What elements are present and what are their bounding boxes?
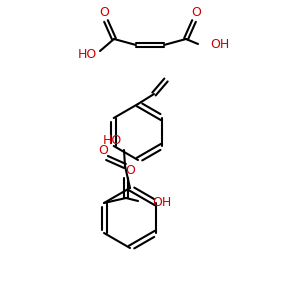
Text: O: O [125, 164, 135, 176]
Text: HO: HO [102, 134, 122, 146]
Text: O: O [98, 143, 108, 157]
Text: O: O [191, 7, 201, 20]
Text: OH: OH [152, 196, 171, 209]
Text: OH: OH [210, 38, 229, 52]
Text: HO: HO [77, 49, 97, 62]
Text: O: O [99, 7, 109, 20]
